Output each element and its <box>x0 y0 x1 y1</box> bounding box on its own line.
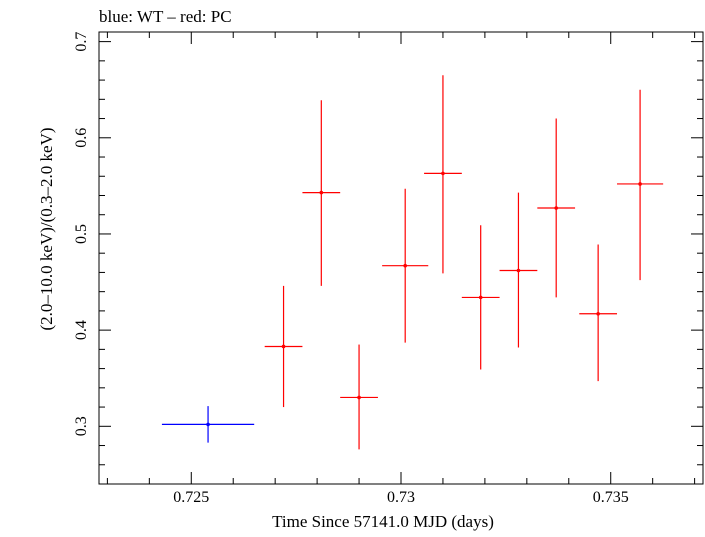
data-marker <box>319 190 324 195</box>
data-point-pc <box>302 100 341 286</box>
data-marker <box>596 311 600 316</box>
axis-tick-labels: 0.725 0.73 0.735 0.3 0.4 0.5 0.6 0.7 <box>73 32 629 506</box>
data-point-pc <box>382 188 429 343</box>
data-marker <box>554 206 558 210</box>
data-point-pc <box>461 225 500 370</box>
y-tick-label: 0.6 <box>73 128 90 148</box>
data-point-wt <box>161 406 255 443</box>
data-point-pc <box>340 344 378 450</box>
y-tick-label: 0.3 <box>73 416 90 436</box>
data-marker <box>478 295 483 300</box>
plot-frame <box>98 31 704 485</box>
data-marker <box>357 395 361 400</box>
data-marker <box>281 344 286 349</box>
data-points <box>161 75 664 450</box>
data-marker <box>441 171 445 176</box>
y-axis-label: (2.0–10.0 keV)/(0.3–2.0 keV) <box>37 127 56 330</box>
x-axis-label: Time Since 57141.0 MJD (days) <box>272 512 494 531</box>
y-tick-label: 0.4 <box>73 320 90 340</box>
data-marker <box>638 182 642 186</box>
data-point-pc <box>617 89 664 281</box>
x-tick-label: 0.725 <box>173 489 209 506</box>
axis-ticks <box>99 32 703 485</box>
x-tick-label: 0.73 <box>387 489 415 506</box>
y-tick-label: 0.7 <box>73 32 90 52</box>
data-marker <box>516 268 521 273</box>
data-point-pc <box>424 75 462 274</box>
data-point-pc <box>537 118 576 298</box>
data-marker <box>206 422 210 427</box>
chart-title: blue: WT – red: PC <box>99 7 232 26</box>
data-marker <box>403 263 407 268</box>
data-point-pc <box>579 244 618 382</box>
data-point-pc <box>499 192 538 348</box>
data-point-pc <box>264 285 303 408</box>
x-tick-label: 0.735 <box>593 489 629 506</box>
y-tick-label: 0.5 <box>73 224 90 244</box>
